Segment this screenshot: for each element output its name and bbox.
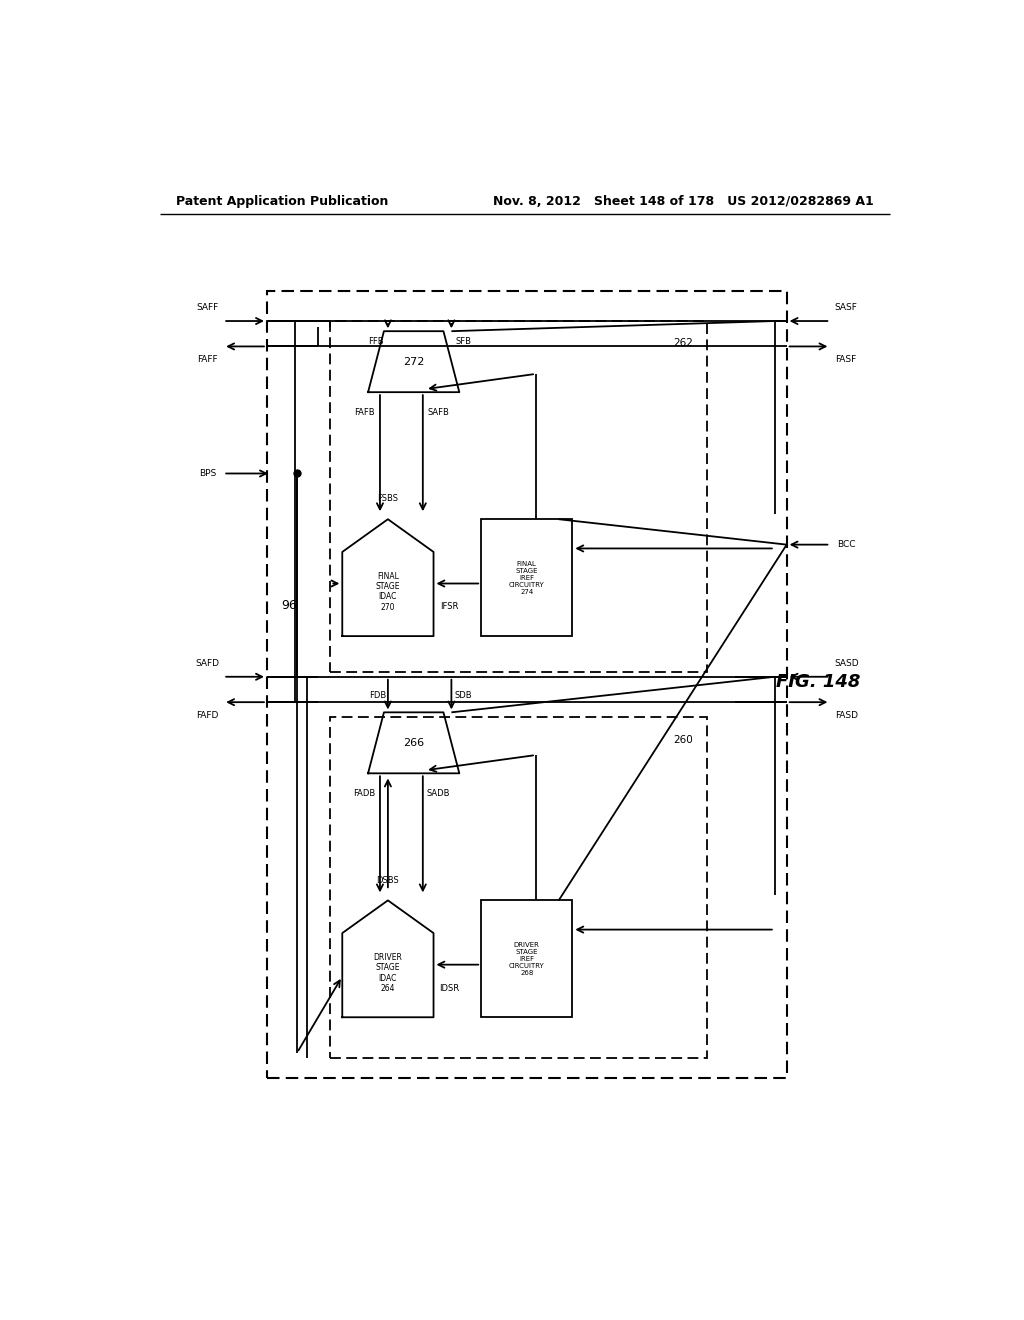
Text: BPS: BPS xyxy=(199,469,216,478)
Text: 262: 262 xyxy=(674,338,693,348)
Text: FADB: FADB xyxy=(353,789,375,799)
Text: FINAL
STAGE
IDAC
270: FINAL STAGE IDAC 270 xyxy=(376,572,400,611)
Text: 272: 272 xyxy=(403,356,424,367)
Text: FFB: FFB xyxy=(369,337,384,346)
Text: 260: 260 xyxy=(674,735,693,744)
Text: FASF: FASF xyxy=(836,355,857,364)
Text: SAFB: SAFB xyxy=(428,408,450,417)
Text: DRIVER
STAGE
IDAC
264: DRIVER STAGE IDAC 264 xyxy=(374,953,402,993)
Text: FINAL
STAGE
IREF
CIRCUITRY
274: FINAL STAGE IREF CIRCUITRY 274 xyxy=(509,561,545,595)
Text: SDB: SDB xyxy=(455,690,472,700)
Text: FDB: FDB xyxy=(369,690,386,700)
Text: BCC: BCC xyxy=(837,540,855,549)
Text: IDSR: IDSR xyxy=(439,983,460,993)
Text: 266: 266 xyxy=(403,738,424,748)
Text: SFB: SFB xyxy=(456,337,471,346)
Text: FSBS: FSBS xyxy=(378,495,398,503)
Text: SADB: SADB xyxy=(427,789,451,799)
Text: 96: 96 xyxy=(282,599,297,612)
Text: FAFF: FAFF xyxy=(197,355,218,364)
Text: FAFD: FAFD xyxy=(197,711,218,719)
Text: DSBS: DSBS xyxy=(377,875,399,884)
Text: FAFB: FAFB xyxy=(353,408,375,417)
Text: Patent Application Publication: Patent Application Publication xyxy=(176,194,388,207)
Text: SASF: SASF xyxy=(835,304,858,313)
Text: DRIVER
STAGE
IREF
CIRCUITRY
268: DRIVER STAGE IREF CIRCUITRY 268 xyxy=(509,941,545,975)
Text: FIG. 148: FIG. 148 xyxy=(776,673,860,690)
Text: Nov. 8, 2012   Sheet 148 of 178   US 2012/0282869 A1: Nov. 8, 2012 Sheet 148 of 178 US 2012/02… xyxy=(494,194,873,207)
Text: SAFD: SAFD xyxy=(196,659,219,668)
Text: SAFF: SAFF xyxy=(197,304,218,313)
Text: SASD: SASD xyxy=(834,659,858,668)
Text: IFSR: IFSR xyxy=(440,602,459,611)
Text: FASD: FASD xyxy=(835,711,858,719)
